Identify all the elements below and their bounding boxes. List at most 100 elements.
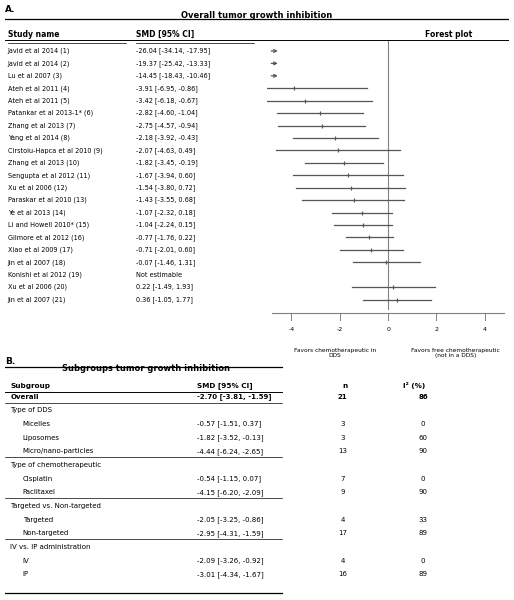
Text: Zhang et al 2013 (10): Zhang et al 2013 (10)	[8, 160, 79, 166]
Text: -1.67 [-3.94, 0.60]: -1.67 [-3.94, 0.60]	[136, 172, 195, 179]
Text: SMD [95% CI]: SMD [95% CI]	[136, 30, 194, 39]
Text: 90: 90	[419, 448, 428, 454]
Text: 4: 4	[483, 326, 487, 332]
Text: Jin et al 2007 (21): Jin et al 2007 (21)	[8, 296, 66, 303]
Text: Jin et al 2007 (18): Jin et al 2007 (18)	[8, 259, 66, 266]
Text: Forest plot: Forest plot	[425, 30, 472, 39]
Text: -4: -4	[288, 326, 295, 332]
Text: Liposomes: Liposomes	[23, 434, 60, 440]
Text: n: n	[343, 383, 348, 389]
Text: Javid et al 2014 (1): Javid et al 2014 (1)	[8, 48, 70, 54]
Text: 0: 0	[421, 476, 426, 482]
Text: 21: 21	[338, 394, 347, 400]
Text: Xu et al 2006 (20): Xu et al 2006 (20)	[8, 284, 67, 290]
Text: -0.54 [-1.15, 0.07]: -0.54 [-1.15, 0.07]	[196, 475, 261, 482]
Text: -2.95 [-4.31, -1.59]: -2.95 [-4.31, -1.59]	[196, 530, 263, 536]
Text: Li and Howell 2010* (15): Li and Howell 2010* (15)	[8, 222, 89, 228]
Text: Overall tumor growth inhibition: Overall tumor growth inhibition	[181, 11, 333, 20]
Text: 13: 13	[338, 448, 347, 454]
Text: Zhang et al 2013 (7): Zhang et al 2013 (7)	[8, 122, 75, 129]
Text: -4.44 [-6.24, -2.65]: -4.44 [-6.24, -2.65]	[196, 448, 263, 455]
Text: 3: 3	[340, 434, 345, 440]
Text: 4: 4	[340, 557, 345, 563]
Text: 89: 89	[419, 571, 428, 577]
Text: -2: -2	[337, 326, 343, 332]
Text: 0: 0	[421, 557, 426, 563]
Text: -1.82 [-3.45, -0.19]: -1.82 [-3.45, -0.19]	[136, 160, 198, 166]
Text: 0.22 [-1.49, 1.93]: 0.22 [-1.49, 1.93]	[136, 284, 193, 290]
Text: -14.45 [-18.43, -10.46]: -14.45 [-18.43, -10.46]	[136, 73, 210, 79]
Text: -1.43 [-3.55, 0.68]: -1.43 [-3.55, 0.68]	[136, 197, 196, 203]
Text: -2.09 [-3.26, -0.92]: -2.09 [-3.26, -0.92]	[196, 557, 263, 564]
Text: -3.01 [-4.34, -1.67]: -3.01 [-4.34, -1.67]	[196, 571, 263, 578]
Text: 0: 0	[386, 326, 390, 332]
Text: -19.37 [-25.42, -13.33]: -19.37 [-25.42, -13.33]	[136, 60, 210, 67]
Text: Ateh et al 2011 (4): Ateh et al 2011 (4)	[8, 85, 69, 92]
Text: Favors chemotherapeutic in
DDS: Favors chemotherapeutic in DDS	[294, 347, 376, 358]
Text: Type of DDS: Type of DDS	[10, 407, 52, 413]
Text: Gilmore et al 2012 (16): Gilmore et al 2012 (16)	[8, 234, 84, 241]
Text: Subgroup: Subgroup	[10, 383, 50, 389]
Text: 33: 33	[419, 517, 428, 523]
Text: Type of chemotherapeutic: Type of chemotherapeutic	[10, 462, 101, 468]
Text: 90: 90	[419, 489, 428, 495]
Text: IV: IV	[23, 557, 29, 563]
Text: Lu et al 2007 (3): Lu et al 2007 (3)	[8, 73, 62, 79]
Text: 9: 9	[340, 489, 345, 495]
Text: Paraskar et al 2010 (13): Paraskar et al 2010 (13)	[8, 197, 86, 203]
Text: -1.07 [-2.32, 0.18]: -1.07 [-2.32, 0.18]	[136, 209, 195, 216]
Text: -3.91 [-6.95, -0.86]: -3.91 [-6.95, -0.86]	[136, 85, 198, 92]
Text: -1.04 [-2.24, 0.15]: -1.04 [-2.24, 0.15]	[136, 221, 195, 229]
Text: Not estimable: Not estimable	[136, 272, 182, 278]
Text: Sengupta et al 2012 (11): Sengupta et al 2012 (11)	[8, 172, 90, 179]
Text: -4.15 [-6.20, -2.09]: -4.15 [-6.20, -2.09]	[196, 489, 263, 496]
Text: Overall: Overall	[10, 394, 39, 400]
Text: Xu et al 2006 (12): Xu et al 2006 (12)	[8, 184, 67, 191]
Text: -2.82 [-4.60, -1.04]: -2.82 [-4.60, -1.04]	[136, 110, 198, 116]
Text: 3: 3	[340, 421, 345, 427]
Text: -1.82 [-3.52, -0.13]: -1.82 [-3.52, -0.13]	[196, 434, 263, 441]
Text: -0.71 [-2.01, 0.60]: -0.71 [-2.01, 0.60]	[136, 247, 195, 253]
Text: 17: 17	[338, 530, 347, 536]
Text: 4: 4	[340, 517, 345, 523]
Text: Javid et al 2014 (2): Javid et al 2014 (2)	[8, 60, 70, 67]
Text: Study name: Study name	[8, 30, 59, 39]
Text: Patankar et al 2013-1* (6): Patankar et al 2013-1* (6)	[8, 110, 93, 116]
Text: IV vs. IP administration: IV vs. IP administration	[10, 544, 90, 550]
Text: Targeted vs. Non-targeted: Targeted vs. Non-targeted	[10, 503, 101, 509]
Text: 86: 86	[418, 394, 428, 400]
Text: Favors free chemotherapeutic
(not in a DDS): Favors free chemotherapeutic (not in a D…	[411, 347, 500, 358]
Text: -2.07 [-4.63, 0.49]: -2.07 [-4.63, 0.49]	[136, 147, 195, 154]
Text: -2.75 [-4.57, -0.94]: -2.75 [-4.57, -0.94]	[136, 122, 198, 129]
Text: 89: 89	[419, 530, 428, 536]
Text: -3.42 [-6.18, -0.67]: -3.42 [-6.18, -0.67]	[136, 97, 198, 104]
Text: -2.05 [-3.25, -0.86]: -2.05 [-3.25, -0.86]	[196, 516, 263, 523]
Text: -0.77 [-1.76, 0.22]: -0.77 [-1.76, 0.22]	[136, 234, 195, 241]
Text: Non-targeted: Non-targeted	[23, 530, 69, 536]
Text: SMD [95% CI]: SMD [95% CI]	[196, 382, 252, 389]
Text: Cirstoiu-Hapca et al 2010 (9): Cirstoiu-Hapca et al 2010 (9)	[8, 147, 102, 154]
Text: 60: 60	[419, 434, 428, 440]
Text: Xiao et al 2009 (17): Xiao et al 2009 (17)	[8, 247, 72, 253]
Text: I² (%): I² (%)	[403, 382, 425, 389]
Text: Micro/nano-particles: Micro/nano-particles	[23, 448, 94, 454]
Text: -0.57 [-1.51, 0.37]: -0.57 [-1.51, 0.37]	[196, 421, 261, 427]
Text: IP: IP	[23, 571, 29, 577]
Text: Ateh et al 2011 (5): Ateh et al 2011 (5)	[8, 97, 69, 104]
Text: -0.07 [-1.46, 1.31]: -0.07 [-1.46, 1.31]	[136, 259, 195, 266]
Text: Micelles: Micelles	[23, 421, 51, 427]
Text: Ye et al 2013 (14): Ye et al 2013 (14)	[8, 209, 65, 216]
Text: Paclitaxel: Paclitaxel	[23, 489, 56, 495]
Text: 0.36 [-1.05, 1.77]: 0.36 [-1.05, 1.77]	[136, 296, 193, 303]
Text: 16: 16	[338, 571, 347, 577]
Text: -2.70 [-3.81, -1.59]: -2.70 [-3.81, -1.59]	[196, 393, 271, 400]
Text: -1.54 [-3.80, 0.72]: -1.54 [-3.80, 0.72]	[136, 184, 195, 191]
Text: B.: B.	[5, 358, 15, 367]
Text: 7: 7	[340, 476, 345, 482]
Text: Yang et al 2014 (8): Yang et al 2014 (8)	[8, 135, 69, 141]
Text: Konishi et al 2012 (19): Konishi et al 2012 (19)	[8, 271, 82, 278]
Text: Subgroups tumor growth inhibition: Subgroups tumor growth inhibition	[62, 364, 230, 373]
Text: Targeted: Targeted	[23, 517, 53, 523]
Text: 2: 2	[434, 326, 438, 332]
Text: Cisplatin: Cisplatin	[23, 476, 53, 482]
